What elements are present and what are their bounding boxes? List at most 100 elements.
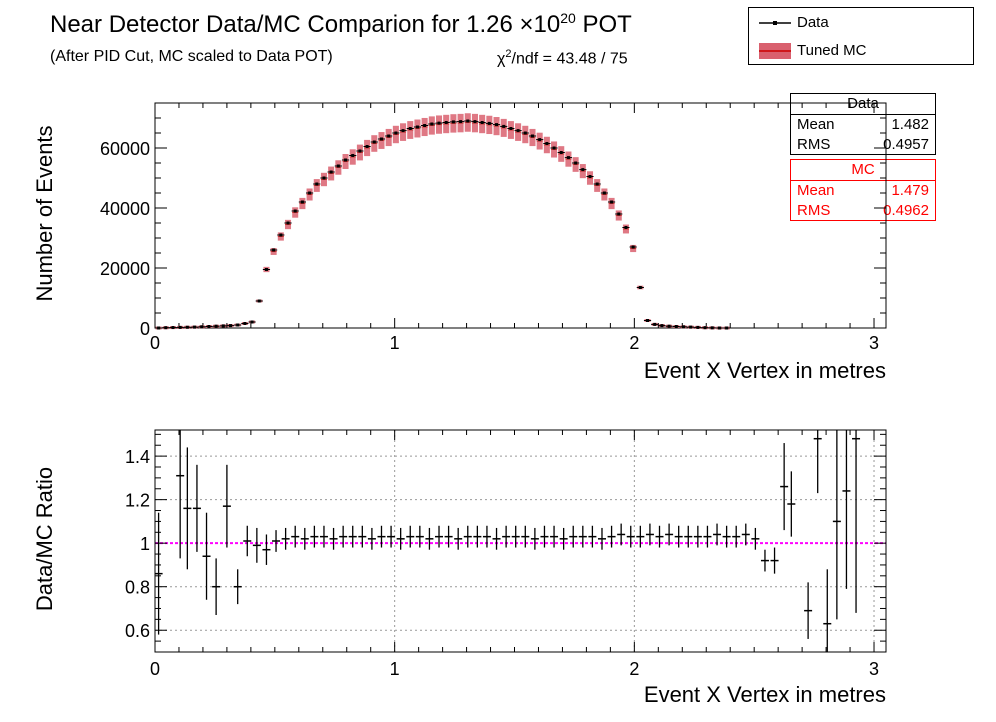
data-point xyxy=(379,137,383,141)
data-point xyxy=(509,127,513,130)
legend-data-label: Data xyxy=(797,14,829,31)
top-y-tick-label: 0 xyxy=(140,319,150,339)
chart-subtitle: (After PID Cut, MC scaled to Data POT) xyxy=(50,48,333,65)
data-point xyxy=(308,191,312,195)
data-point xyxy=(279,233,283,237)
ratio-x-tick-label: 2 xyxy=(629,659,639,679)
data-point xyxy=(588,175,592,178)
top-y-axis-label: Number of Events xyxy=(32,125,57,301)
chart-title: Near Detector Data/MC Comparion for 1.26… xyxy=(50,10,632,38)
top-y-tick-label: 20000 xyxy=(100,259,150,279)
data-point xyxy=(495,123,499,127)
legend-data-marker xyxy=(759,21,791,25)
stats-mc-mean-label: Mean xyxy=(797,182,835,199)
data-point xyxy=(286,221,290,225)
data-point xyxy=(696,325,700,329)
stats-mc-mean-value: 1.479 xyxy=(891,182,929,199)
data-point xyxy=(293,209,297,213)
ratio-x-axis-label: Event X Vertex in metres xyxy=(644,682,886,707)
ratio-x-tick-label: 0 xyxy=(150,659,160,679)
data-point xyxy=(595,182,599,186)
top-y-tick-label: 40000 xyxy=(100,199,150,219)
ratio-y-tick-label: 1.2 xyxy=(125,491,150,511)
top-x-tick-label: 3 xyxy=(869,333,879,353)
data-point xyxy=(487,121,491,125)
data-point xyxy=(566,156,570,160)
data-point xyxy=(351,154,355,157)
data-point xyxy=(538,138,542,142)
data-point xyxy=(394,131,398,135)
chi2-label: χ2/ndf = 43.48 / 75 xyxy=(497,48,628,68)
stats-data-mean-label: Mean xyxy=(797,116,835,133)
data-point xyxy=(545,142,549,145)
data-point xyxy=(502,124,506,128)
ratio-plot-frame xyxy=(154,429,887,653)
top-plot-frame xyxy=(154,102,887,329)
stats-data-rms-row: RMS 0.4957 xyxy=(791,135,935,155)
data-point xyxy=(157,326,161,330)
data-point xyxy=(214,324,218,328)
ratio-y-tick-label: 1 xyxy=(140,534,150,554)
stats-mc-mean-row: Mean 1.479 xyxy=(791,181,935,201)
stats-box-mc: MC Mean 1.479 RMS 0.4962 xyxy=(790,159,936,221)
data-point xyxy=(624,226,628,229)
data-point xyxy=(466,119,470,123)
data-point xyxy=(193,325,197,329)
data-point xyxy=(329,170,333,174)
top-x-axis-label: Event X Vertex in metres xyxy=(644,358,886,383)
stats-data-rms-value: 0.4957 xyxy=(883,136,929,153)
data-point xyxy=(681,325,685,329)
stats-mc-rms-row: RMS 0.4962 xyxy=(791,201,935,221)
data-point xyxy=(185,325,189,329)
top-x-tick-label: 2 xyxy=(629,333,639,353)
stats-mc-header: MC xyxy=(791,160,935,181)
top-y-tick-label: 60000 xyxy=(100,139,150,159)
data-point xyxy=(257,299,261,303)
data-point xyxy=(264,268,268,271)
legend-mc-label: Tuned MC xyxy=(797,42,867,59)
data-point xyxy=(178,325,182,329)
data-point xyxy=(358,149,362,153)
legend: Data Tuned MC xyxy=(748,7,974,65)
top-x-tick-label: 1 xyxy=(390,333,400,353)
data-point xyxy=(344,158,348,162)
data-point xyxy=(710,326,714,330)
data-point xyxy=(516,129,520,133)
data-point xyxy=(459,120,463,124)
data-point xyxy=(423,124,427,127)
data-point xyxy=(451,120,455,124)
data-point xyxy=(653,322,657,326)
data-point xyxy=(660,324,664,328)
data-point xyxy=(638,286,642,289)
data-point xyxy=(430,122,434,126)
stats-data-mean-value: 1.482 xyxy=(891,116,929,133)
data-point xyxy=(473,120,477,124)
top-x-tick-label: 0 xyxy=(150,333,160,353)
data-point xyxy=(372,140,376,144)
legend-mc-marker xyxy=(759,43,791,59)
data-point xyxy=(207,325,211,328)
data-point xyxy=(315,182,319,186)
data-point xyxy=(689,325,693,329)
data-point xyxy=(336,164,340,168)
ratio-x-tick-label: 1 xyxy=(390,659,400,679)
data-point xyxy=(703,326,707,330)
ratio-y-tick-label: 0.8 xyxy=(125,578,150,598)
data-point xyxy=(200,325,204,329)
stats-mc-rms-label: RMS xyxy=(797,202,831,219)
stats-data-rms-label: RMS xyxy=(797,136,831,153)
data-point xyxy=(250,320,254,324)
ratio-y-tick-label: 1.4 xyxy=(125,447,150,467)
data-point xyxy=(725,326,729,330)
data-point xyxy=(437,121,441,125)
stats-mc-rms-value: 0.4962 xyxy=(883,202,929,219)
data-point xyxy=(574,161,578,165)
data-point xyxy=(365,145,369,148)
ratio-x-tick-label: 3 xyxy=(869,659,879,679)
data-point xyxy=(243,322,247,325)
stats-data-mean-row: Mean 1.482 xyxy=(791,115,935,135)
data-point xyxy=(530,134,534,138)
legend-item-mc: Tuned MC xyxy=(749,37,973,65)
data-point xyxy=(674,325,678,328)
